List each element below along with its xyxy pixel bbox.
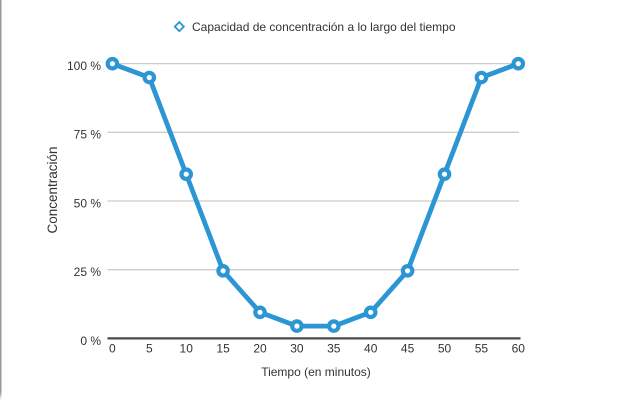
- svg-text:50 %: 50 %: [74, 196, 102, 210]
- svg-text:20: 20: [253, 342, 267, 356]
- svg-text:Capacidad de concentración a l: Capacidad de concentración a lo largo de…: [192, 20, 456, 34]
- svg-text:0 %: 0 %: [80, 334, 101, 348]
- svg-text:Concentración: Concentración: [45, 146, 60, 233]
- svg-text:100 %: 100 %: [67, 59, 101, 73]
- svg-text:35: 35: [327, 342, 341, 356]
- svg-text:10: 10: [180, 342, 194, 356]
- svg-text:60: 60: [512, 342, 526, 356]
- svg-text:40: 40: [364, 342, 378, 356]
- svg-text:75 %: 75 %: [74, 128, 102, 142]
- svg-text:45: 45: [401, 342, 415, 356]
- svg-text:15: 15: [216, 342, 230, 356]
- svg-text:25 %: 25 %: [74, 265, 102, 279]
- svg-text:5: 5: [146, 342, 153, 356]
- svg-text:0: 0: [109, 342, 116, 356]
- svg-text:50: 50: [438, 342, 452, 356]
- svg-text:55: 55: [475, 342, 489, 356]
- svg-text:Tiempo (en minutos): Tiempo (en minutos): [261, 365, 371, 379]
- svg-text:30: 30: [290, 342, 304, 356]
